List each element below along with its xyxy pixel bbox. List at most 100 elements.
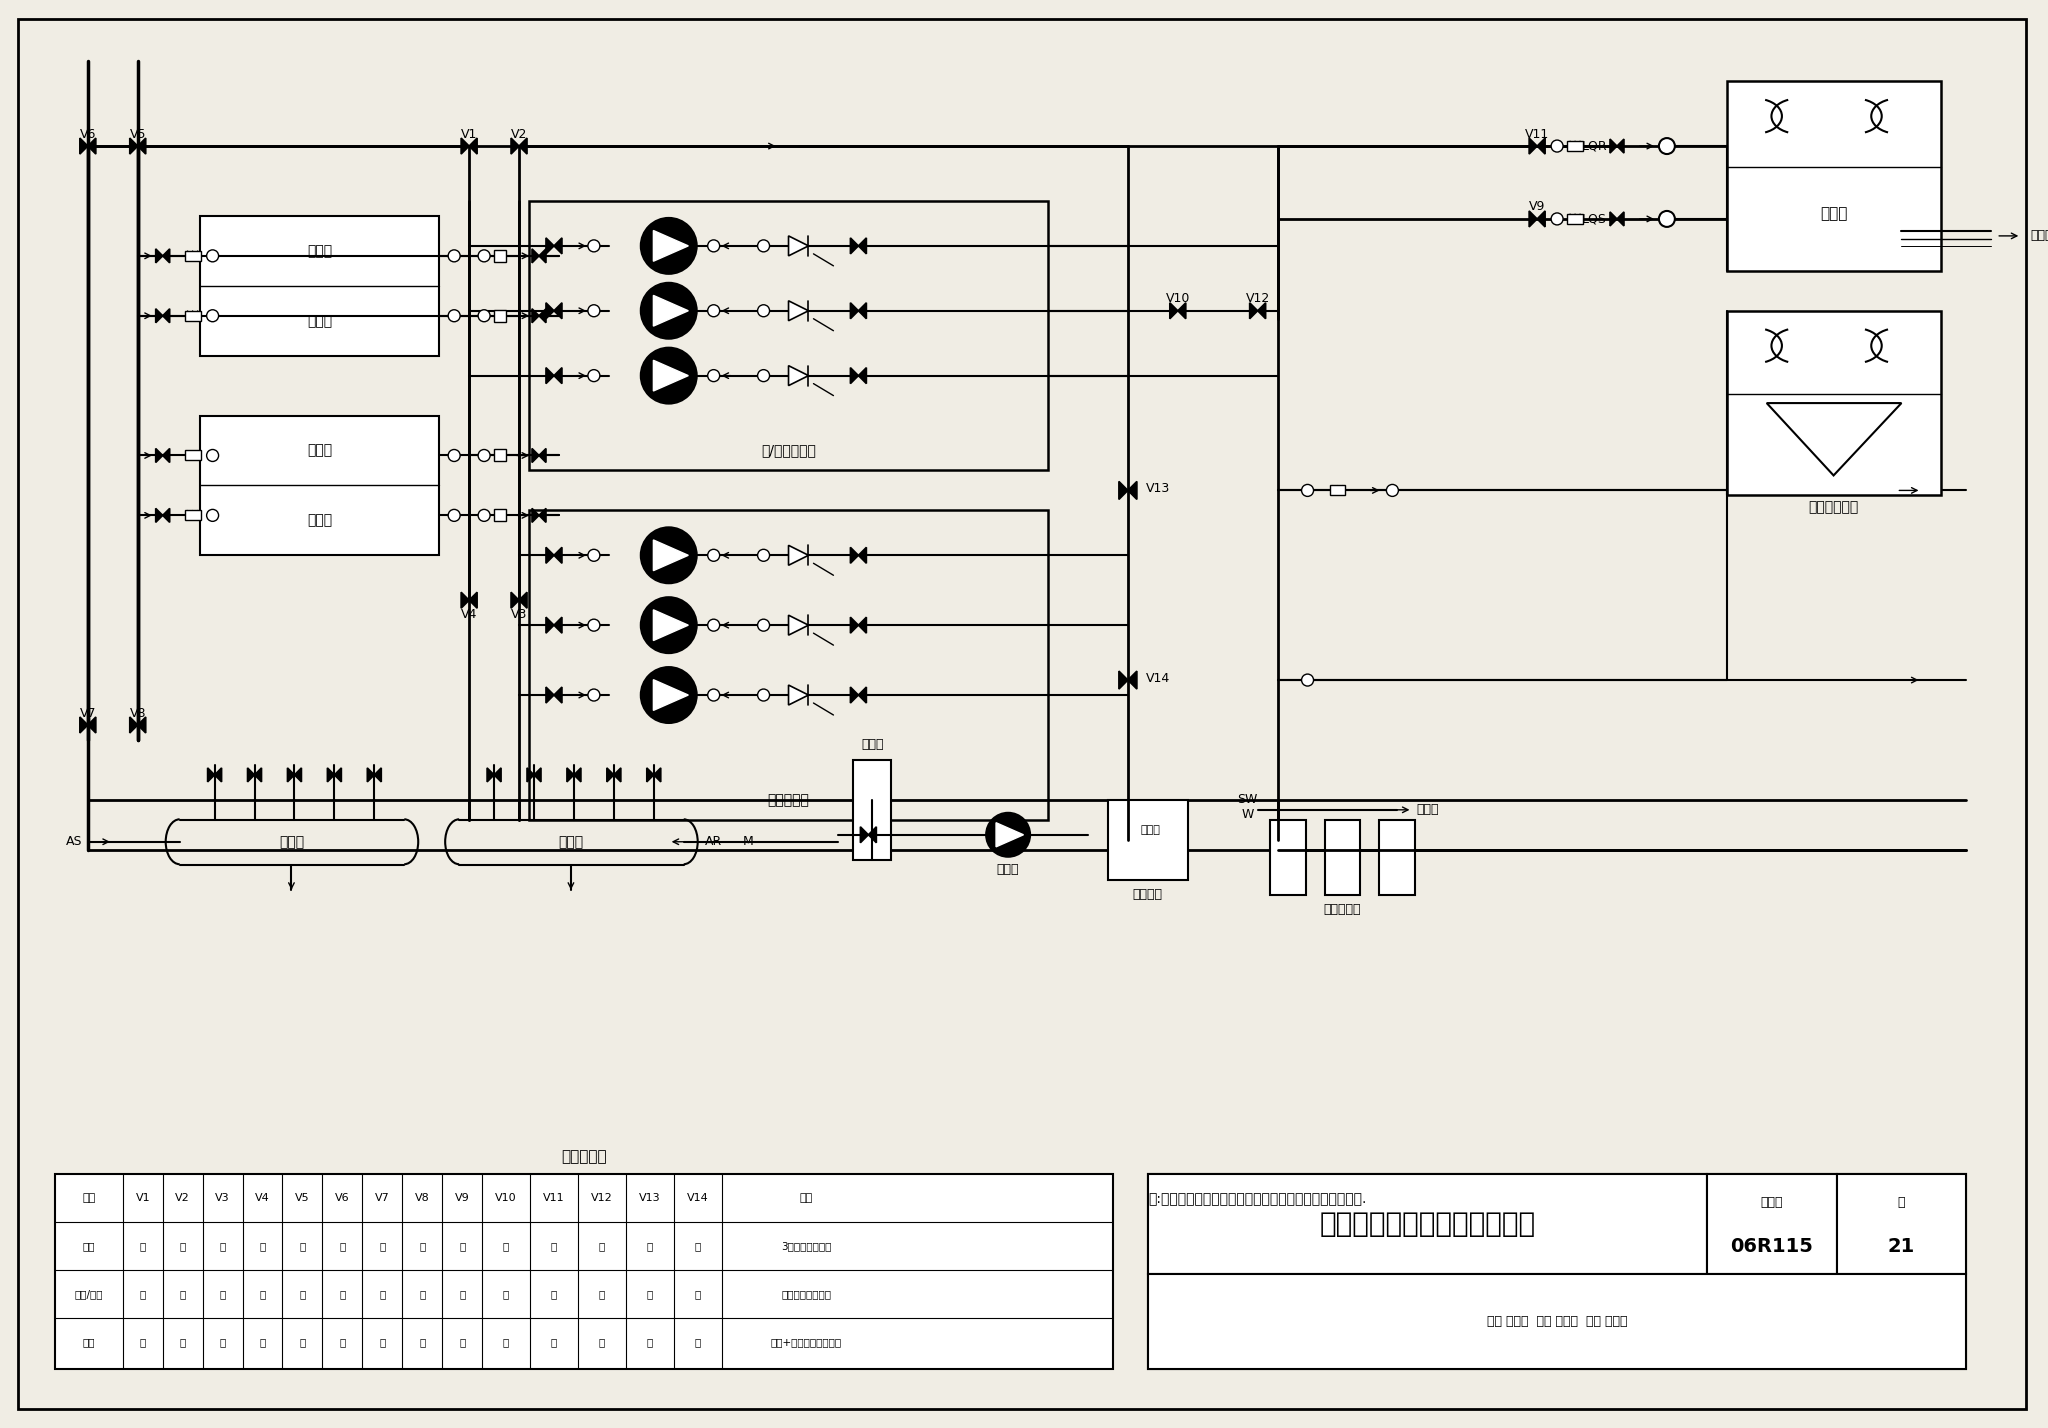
- Bar: [528, 510, 1049, 820]
- Bar: [184, 510, 201, 520]
- Circle shape: [987, 813, 1030, 857]
- Polygon shape: [1257, 303, 1266, 318]
- Bar: [1329, 486, 1346, 496]
- Text: 关: 关: [504, 1289, 510, 1299]
- Polygon shape: [553, 617, 561, 633]
- Circle shape: [449, 310, 461, 321]
- Polygon shape: [1249, 303, 1257, 318]
- Text: 定压罐: 定压罐: [860, 738, 883, 751]
- Circle shape: [449, 250, 461, 261]
- Circle shape: [588, 370, 600, 381]
- Polygon shape: [334, 768, 342, 783]
- Polygon shape: [1610, 139, 1618, 153]
- Polygon shape: [129, 139, 137, 154]
- Polygon shape: [539, 448, 547, 463]
- Text: 深冬: 深冬: [82, 1337, 94, 1347]
- Circle shape: [758, 690, 770, 701]
- Circle shape: [1659, 139, 1675, 154]
- Text: 开: 开: [420, 1337, 426, 1347]
- Text: V6: V6: [80, 127, 96, 140]
- Polygon shape: [375, 768, 381, 783]
- Polygon shape: [287, 768, 295, 783]
- Polygon shape: [553, 238, 561, 254]
- Polygon shape: [858, 303, 866, 318]
- Circle shape: [758, 620, 770, 631]
- Text: 开: 开: [647, 1289, 653, 1299]
- Bar: [854, 760, 891, 860]
- Text: V1: V1: [461, 127, 477, 140]
- Polygon shape: [526, 768, 535, 783]
- Polygon shape: [518, 139, 526, 154]
- Polygon shape: [850, 617, 858, 633]
- Polygon shape: [788, 366, 809, 386]
- Polygon shape: [858, 617, 866, 633]
- Text: 风冷热泵机组: 风冷热泵机组: [1808, 500, 1860, 514]
- Circle shape: [477, 310, 489, 321]
- Circle shape: [758, 550, 770, 561]
- Text: 关: 关: [598, 1241, 604, 1251]
- Polygon shape: [547, 367, 553, 384]
- Text: 阀门切换表: 阀门切换表: [561, 1148, 606, 1164]
- Circle shape: [477, 510, 489, 521]
- Text: AS: AS: [66, 835, 82, 848]
- Text: 开: 开: [598, 1289, 604, 1299]
- Polygon shape: [850, 687, 858, 703]
- Bar: [55, 1174, 1112, 1369]
- Text: 末端循环泵: 末端循环泵: [768, 793, 809, 807]
- Bar: [1325, 820, 1360, 895]
- Polygon shape: [156, 308, 162, 323]
- Circle shape: [477, 450, 489, 461]
- Polygon shape: [850, 303, 858, 318]
- Polygon shape: [553, 687, 561, 703]
- Text: V7: V7: [375, 1194, 389, 1204]
- Polygon shape: [995, 823, 1024, 847]
- Text: 集水器: 集水器: [559, 835, 584, 848]
- Polygon shape: [553, 303, 561, 318]
- Bar: [494, 310, 506, 321]
- Polygon shape: [850, 238, 858, 254]
- Text: 开: 开: [551, 1241, 557, 1251]
- Text: 开: 开: [694, 1289, 700, 1299]
- Polygon shape: [653, 540, 688, 571]
- Text: V12: V12: [592, 1194, 612, 1204]
- Polygon shape: [532, 448, 539, 463]
- Polygon shape: [248, 768, 254, 783]
- Polygon shape: [207, 768, 215, 783]
- Bar: [1147, 1174, 1966, 1369]
- Text: 自来水: 自来水: [2030, 230, 2048, 243]
- Text: 冷/热源循环泵: 冷/热源循环泵: [762, 444, 815, 457]
- Text: 图集号: 图集号: [1761, 1195, 1784, 1208]
- Circle shape: [709, 304, 719, 317]
- Text: V9: V9: [1530, 200, 1546, 213]
- Bar: [494, 510, 506, 521]
- Bar: [199, 416, 438, 555]
- Text: 初冬/早春: 初冬/早春: [74, 1289, 102, 1299]
- Text: 蒸发器: 蒸发器: [307, 314, 332, 328]
- Text: 页: 页: [1898, 1195, 1905, 1208]
- Polygon shape: [567, 768, 573, 783]
- Text: 风冷+水冷热泵串联供热: 风冷+水冷热泵串联供热: [770, 1337, 842, 1347]
- Text: 关: 关: [379, 1289, 385, 1299]
- Polygon shape: [1118, 481, 1128, 500]
- Polygon shape: [469, 593, 477, 608]
- Text: 冷却塔: 冷却塔: [1821, 207, 1847, 221]
- Polygon shape: [553, 547, 561, 563]
- Polygon shape: [547, 617, 553, 633]
- Circle shape: [709, 370, 719, 381]
- Circle shape: [1386, 484, 1399, 497]
- Polygon shape: [162, 508, 170, 523]
- Polygon shape: [788, 236, 809, 256]
- Polygon shape: [80, 139, 88, 154]
- Polygon shape: [858, 687, 866, 703]
- Polygon shape: [1118, 671, 1128, 690]
- Polygon shape: [539, 308, 547, 323]
- Text: V12: V12: [1245, 293, 1270, 306]
- Text: 3台热泵联合供冷: 3台热泵联合供冷: [780, 1241, 831, 1251]
- Text: 关: 关: [340, 1241, 346, 1251]
- Circle shape: [758, 370, 770, 381]
- Text: 关: 关: [260, 1241, 266, 1251]
- Polygon shape: [532, 248, 539, 263]
- Text: 蒸发器: 蒸发器: [307, 513, 332, 527]
- Circle shape: [709, 240, 719, 251]
- Circle shape: [709, 620, 719, 631]
